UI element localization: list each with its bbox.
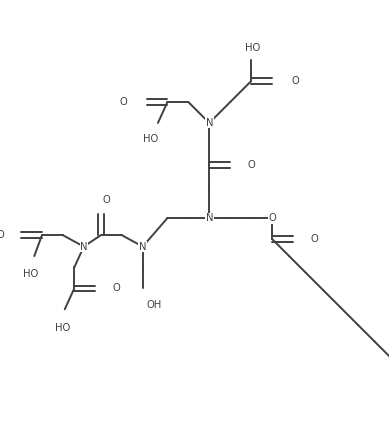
Text: HO: HO	[143, 134, 158, 145]
Text: HO: HO	[245, 42, 261, 53]
Text: O: O	[268, 213, 276, 223]
Text: O: O	[310, 234, 318, 244]
Text: OH: OH	[147, 300, 162, 310]
Text: N: N	[139, 242, 147, 251]
Text: O: O	[103, 195, 110, 205]
Text: N: N	[205, 118, 213, 128]
Text: O: O	[112, 283, 120, 293]
Text: O: O	[247, 160, 255, 170]
Text: O: O	[291, 76, 299, 86]
Text: HO: HO	[23, 269, 38, 279]
Text: N: N	[80, 242, 88, 251]
Text: O: O	[120, 97, 128, 107]
Text: O: O	[0, 230, 4, 240]
Text: N: N	[205, 213, 213, 223]
Text: HO: HO	[55, 323, 70, 332]
